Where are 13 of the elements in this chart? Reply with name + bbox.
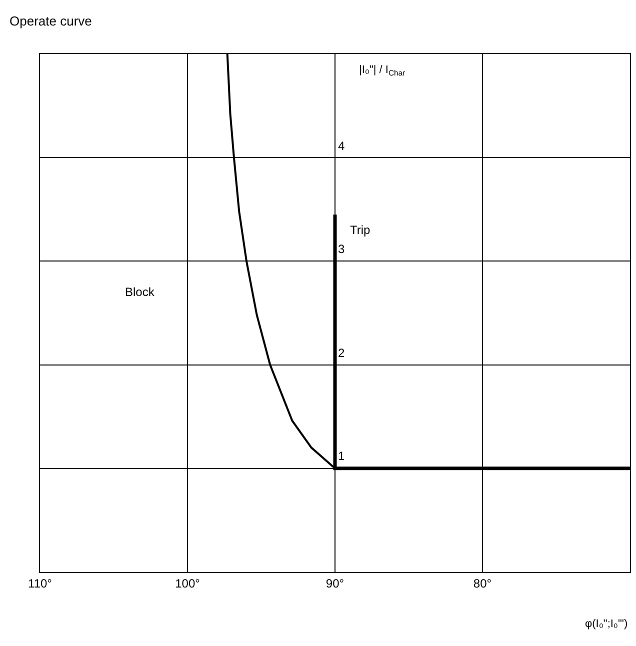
y-tick-label: 1 (338, 449, 345, 463)
y-tick-label: 2 (338, 346, 345, 360)
annotation: Trip (350, 223, 371, 237)
x-tick-label: 110° (28, 576, 52, 590)
annotation: Block (125, 285, 156, 299)
y-axis-title: |I₀"| / I$_{Char}$ (359, 64, 406, 78)
x-tick-label: 80° (473, 576, 492, 590)
chart-title: Operate curve (10, 13, 92, 28)
y-tick-label: 3 (338, 242, 345, 256)
x-axis-title: φ(I₀";I₀"') (585, 618, 628, 630)
x-tick-label: 90° (326, 576, 344, 590)
y-tick-label: 4 (338, 139, 345, 153)
x-tick-label: 100° (175, 576, 200, 590)
